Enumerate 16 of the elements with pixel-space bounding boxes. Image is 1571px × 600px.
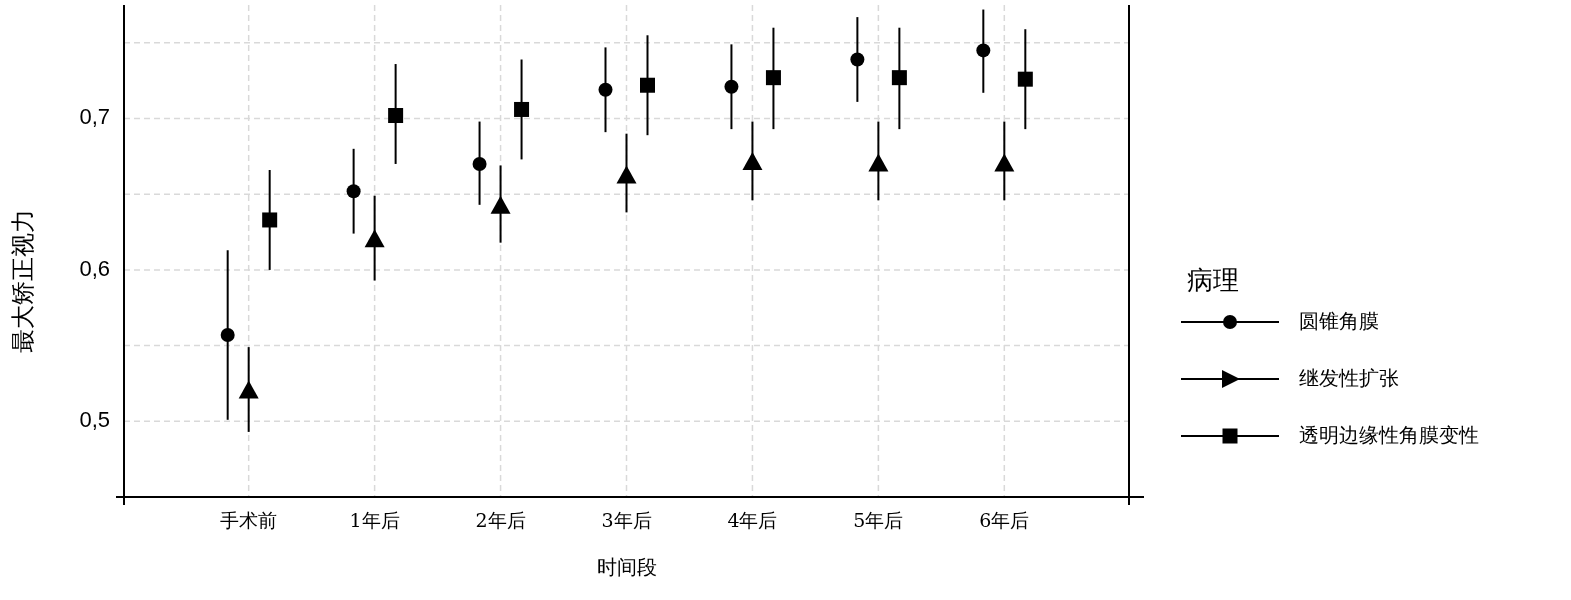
y-tick-label: 0,5 bbox=[79, 407, 110, 433]
x-tick-label: 手术前 bbox=[220, 509, 278, 531]
legend-label: 透明边缘性角膜变性 bbox=[1299, 422, 1479, 447]
legend-title: 病理 bbox=[1187, 264, 1239, 295]
y-axis-title: 最大矫正视力 bbox=[8, 209, 37, 353]
legend-label: 圆锥角膜 bbox=[1299, 308, 1379, 333]
x-tick-label: 1年后 bbox=[349, 509, 400, 531]
y-tick-label: 0,7 bbox=[79, 104, 110, 130]
x-axis-title: 时间段 bbox=[596, 554, 657, 579]
legend-label: 继发性扩张 bbox=[1299, 365, 1399, 390]
x-tick-label: 3年后 bbox=[601, 509, 652, 531]
x-tick-label: 6年后 bbox=[979, 509, 1030, 531]
x-tick-label: 5年后 bbox=[853, 509, 904, 531]
y-tick-label: 0,6 bbox=[79, 255, 110, 281]
x-tick-label: 2年后 bbox=[475, 509, 526, 531]
x-tick-label: 4年后 bbox=[727, 509, 778, 531]
